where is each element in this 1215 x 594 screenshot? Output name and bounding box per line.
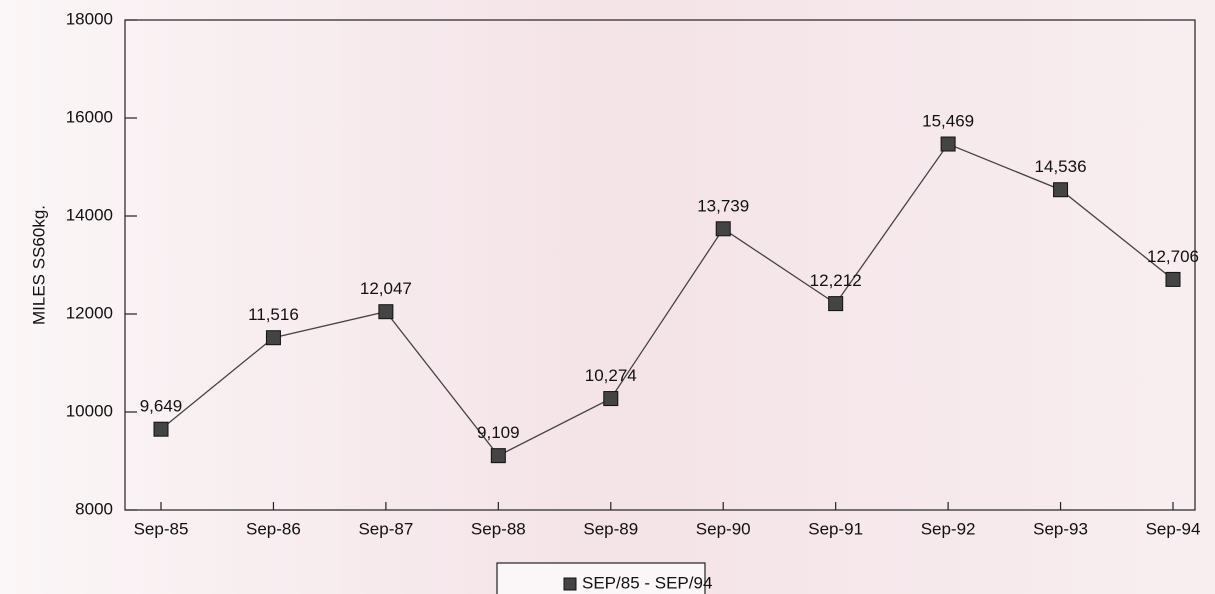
data-label: 12,706 (1147, 247, 1199, 266)
legend-box (496, 562, 706, 594)
y-tick-label: 16000 (66, 107, 113, 126)
point-marker (153, 421, 169, 437)
x-tick-label: Sep-94 (1146, 519, 1201, 538)
legend-label: SEP/85 - SEP/94 (582, 573, 712, 592)
point-marker (490, 448, 506, 464)
data-label: 13,739 (697, 196, 749, 215)
x-tick-label: Sep-86 (246, 519, 301, 538)
x-tick-label: Sep-88 (471, 519, 526, 538)
data-label: 12,212 (810, 271, 862, 290)
point-marker (715, 221, 731, 237)
y-axis-label: MILES SS60kg. (29, 205, 48, 325)
y-tick-label: 14000 (66, 205, 113, 224)
x-tick-label: Sep-91 (808, 519, 863, 538)
data-label: 9,109 (477, 423, 520, 442)
x-tick-label: Sep-87 (358, 519, 413, 538)
x-tick-label: Sep-93 (1033, 519, 1088, 538)
point-marker (378, 304, 394, 320)
plot-frame (124, 19, 1196, 511)
point-marker (1053, 182, 1069, 198)
data-label: 14,536 (1035, 157, 1087, 176)
x-tick-label: Sep-89 (583, 519, 638, 538)
data-label: 15,469 (922, 112, 974, 131)
data-label: 9,649 (140, 397, 183, 416)
point-marker (265, 330, 281, 346)
y-tick-label: 10000 (66, 401, 113, 420)
y-tick-label: 8000 (75, 499, 113, 518)
point-marker (1165, 271, 1181, 287)
point-marker (603, 391, 619, 407)
point-marker (940, 136, 956, 152)
x-tick-label: Sep-90 (696, 519, 751, 538)
x-tick-label: Sep-85 (134, 519, 189, 538)
x-tick-label: Sep-92 (921, 519, 976, 538)
data-label: 11,516 (248, 305, 299, 324)
y-tick-label: 12000 (66, 303, 113, 322)
point-marker (828, 296, 844, 312)
y-tick-label: 18000 (66, 9, 113, 28)
data-label: 10,274 (585, 366, 637, 385)
series-line (160, 143, 1174, 457)
data-label: 12,047 (360, 279, 412, 298)
legend-marker (563, 577, 577, 591)
